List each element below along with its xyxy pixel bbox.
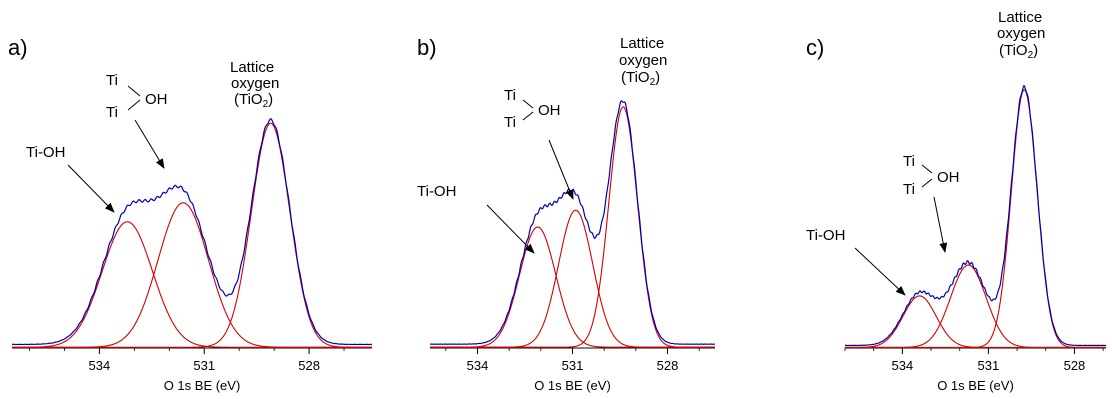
x-axis-label-a: O 1s BE (eV) [164, 378, 241, 393]
component-peak-a-3 [12, 122, 372, 348]
plot-b: 534 531 528 O 1s BE (eV) [429, 100, 716, 393]
plot-a: 534 531 528 O 1s BE (eV) [11, 117, 373, 393]
bridging-bond-top-c [921, 164, 933, 174]
ti-oh-arrow-a [67, 164, 115, 213]
panel-label-b: b) [417, 35, 437, 60]
component-peak-c-2 [845, 264, 1106, 349]
bridging-bond-bottom-b [522, 111, 534, 121]
plot-c: 534 531 528 O 1s BE (eV) [844, 84, 1107, 393]
bridging-ti-top-a: Ti [106, 72, 118, 89]
x-axis-label-c: O 1s BE (eV) [937, 378, 1014, 393]
bridging-ti-bottom-b: Ti [504, 114, 516, 131]
component-peak-b-2 [430, 209, 715, 348]
lattice-tio2-a: (TiO2) [234, 91, 273, 110]
bridging-ti-top-c: Ti [903, 153, 915, 170]
x-tick-label-b: 534 [467, 358, 489, 373]
bridging-arrow-a [134, 119, 165, 169]
lattice-tio2-c: (TiO2) [999, 42, 1038, 61]
bridging-ti-bottom-a: Ti [106, 104, 118, 121]
lattice-sub-c: 2 [1028, 50, 1034, 61]
bridging-bond-bottom-c [921, 178, 933, 188]
lattice-sub-b: 2 [650, 77, 656, 88]
x-tick-label-a: 528 [298, 358, 320, 373]
x-tick-label-c: 531 [978, 358, 1000, 373]
envelope-curve-c [844, 84, 1107, 347]
panel-label-a: a) [8, 35, 28, 60]
lattice-line1-b: Lattice [620, 35, 664, 52]
ti-oh-arrow-c [854, 247, 906, 296]
lattice-line1-a: Lattice [230, 59, 274, 76]
x-tick-label-a: 531 [193, 358, 215, 373]
bridging-oh-b: OH [538, 102, 561, 119]
bridging-oh-c: OH [937, 169, 960, 186]
component-peak-b-1 [430, 226, 715, 348]
bridging-bond-top-a [127, 85, 141, 97]
x-tick-label-a: 534 [89, 358, 111, 373]
lattice-line2-b: oxygen [619, 52, 667, 69]
lattice-close-c: ) [1033, 42, 1038, 59]
ti-oh-label-b: Ti-OH [417, 183, 456, 200]
x-axis-label-b: O 1s BE (eV) [534, 378, 611, 393]
component-peak-a-2 [12, 202, 372, 348]
bridging-ti-bottom-c: Ti [903, 181, 915, 198]
bridging-arrow-b [548, 139, 574, 200]
lattice-line2-c: oxygen [997, 25, 1045, 42]
component-peak-b-3 [430, 106, 715, 348]
lattice-close-b: ) [655, 69, 660, 86]
x-tick-label-c: 534 [892, 358, 914, 373]
lattice-sub-a: 2 [263, 99, 269, 110]
envelope-curve-b [429, 100, 716, 345]
lattice-open-a: (TiO [234, 91, 263, 108]
bridging-ti-top-b: Ti [504, 87, 516, 104]
lattice-open-b: (TiO [621, 69, 650, 86]
x-tick-label-b: 531 [562, 358, 584, 373]
component-peak-a-1 [12, 221, 372, 348]
lattice-tio2-b: (TiO2) [621, 69, 660, 88]
lattice-line1-c: Lattice [998, 9, 1042, 26]
bridging-arrow-c [933, 196, 948, 253]
bridging-bond-top-b [522, 99, 534, 109]
lattice-close-a: ) [268, 91, 273, 108]
lattice-open-c: (TiO [999, 42, 1028, 59]
bridging-bond-bottom-a [127, 99, 141, 111]
x-tick-label-c: 528 [1064, 358, 1086, 373]
x-tick-label-b: 528 [657, 358, 679, 373]
envelope-curve-a [11, 117, 373, 346]
panel-label-c: c) [806, 35, 824, 60]
component-peak-c-3 [845, 89, 1106, 349]
lattice-line2-a: oxygen [231, 75, 279, 92]
bridging-oh-a: OH [145, 91, 168, 108]
ti-oh-label-a: Ti-OH [26, 144, 65, 161]
ti-oh-label-c: Ti-OH [806, 227, 845, 244]
ti-oh-arrow-b [486, 204, 535, 254]
